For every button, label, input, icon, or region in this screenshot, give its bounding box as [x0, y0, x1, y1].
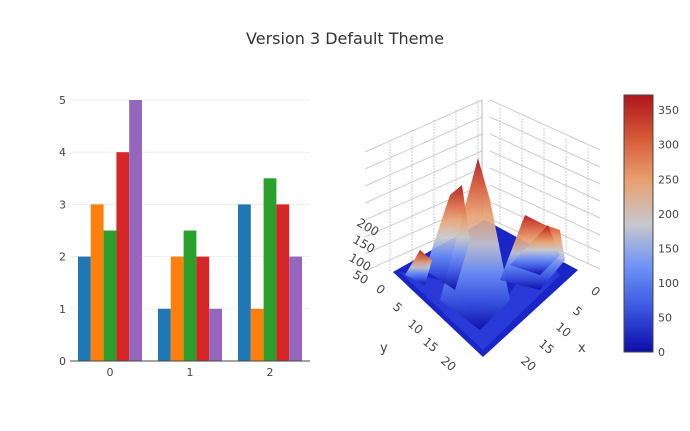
- colorbar-tick-label: 350: [658, 104, 679, 117]
- bar: [103, 230, 117, 361]
- bar: [129, 100, 142, 361]
- bar: [90, 204, 104, 361]
- colorbar-tick-label: 200: [658, 208, 679, 221]
- surface-peak: [425, 185, 470, 290]
- bar: [289, 256, 302, 361]
- y-tick-label: 4: [59, 146, 66, 159]
- y-tick-label: 0: [373, 282, 388, 298]
- gridline: [489, 133, 601, 185]
- gridline: [489, 150, 601, 202]
- colorbar-group: 0 50 100 150 200 250 300 350: [623, 94, 679, 359]
- gridline: [364, 99, 483, 153]
- x-tick-label: 5: [570, 304, 585, 320]
- x-axis-title: x: [578, 341, 586, 356]
- y-tick-label: 1: [59, 303, 66, 316]
- gridline: [489, 184, 601, 236]
- bar: [170, 256, 184, 361]
- gridline: [364, 167, 483, 221]
- gridline: [364, 116, 483, 170]
- bar: [158, 308, 171, 361]
- x-tick-label: 15: [536, 337, 557, 358]
- gridline: [489, 167, 601, 219]
- colorbar-tick-label: 300: [658, 139, 679, 152]
- chart-title: Version 3 Default Theme: [246, 29, 444, 48]
- bar: [238, 204, 251, 361]
- gridline: [364, 133, 483, 187]
- y-tick-label: 5: [59, 94, 66, 107]
- colorbar: [623, 94, 654, 353]
- colorbar-tick-label: 50: [658, 311, 672, 324]
- gridline: [489, 116, 601, 168]
- surface-peak: [440, 158, 510, 330]
- gridline: [364, 150, 483, 204]
- y-tick-label: 10: [405, 317, 426, 338]
- z-tick-label: 50: [351, 267, 371, 287]
- x-tick-label: 1: [187, 366, 194, 379]
- surface-peak: [510, 225, 560, 275]
- bar: [196, 256, 210, 361]
- colorbar-tick-label: 0: [658, 346, 665, 359]
- y-tick-label: 0: [59, 355, 66, 368]
- y-tick-label: 3: [59, 198, 66, 211]
- bar: [78, 256, 91, 361]
- x-tick-label: 20: [518, 354, 539, 375]
- bar: [183, 230, 197, 361]
- colorbar-tick-label: 250: [658, 173, 679, 186]
- bar: [263, 178, 277, 361]
- surface-peak: [405, 250, 432, 285]
- x-tick-label: 2: [267, 366, 274, 379]
- gridline: [489, 99, 601, 151]
- x-tick-label: 0: [107, 366, 114, 379]
- y-tick-label: 5: [390, 300, 405, 316]
- colorbar-tick-label: 150: [658, 242, 679, 255]
- bar: [250, 308, 264, 361]
- colorbar-tick-label: 100: [658, 277, 679, 290]
- bar: [276, 204, 290, 361]
- y-axis-title: y: [380, 341, 388, 356]
- y-tick-label: 20: [438, 354, 459, 375]
- y-tick-label: 2: [59, 251, 66, 264]
- x-tick-label: 0: [588, 284, 603, 300]
- y-tick-label: 15: [420, 335, 441, 356]
- bar: [116, 152, 130, 361]
- bar: [209, 308, 222, 361]
- bar-chart: 0 1 2 3 4 5 0 1 2: [59, 94, 310, 379]
- x-tick-label: 10: [553, 320, 574, 341]
